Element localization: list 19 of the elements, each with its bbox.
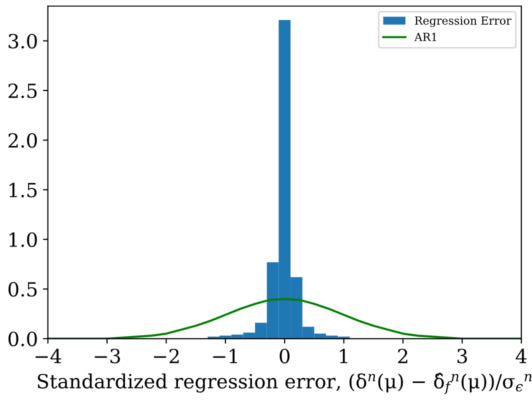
y-tick-label: 1.0 xyxy=(10,232,37,248)
y-tick-label: 0.5 xyxy=(8,282,37,297)
x-tick-label: −2 xyxy=(154,348,179,364)
x-tick-label: 2 xyxy=(398,348,408,364)
x-tick-label: −3 xyxy=(94,348,120,364)
legend-label: AR1 xyxy=(414,32,436,42)
x-tick-label: 0 xyxy=(280,348,290,364)
x-axis-title: Standardized regression error, (δ$^{n}$(μ) − δ̂$_{f}$$^{n}$(μ))/σ$_{ϵ}$$^{n}$ xyxy=(38,372,532,394)
x-tick-label: 1 xyxy=(340,348,348,364)
x-tick-label: −1 xyxy=(213,348,238,364)
y-tick-label: 3.0 xyxy=(8,34,37,49)
y-tick-label: 2.5 xyxy=(8,83,37,98)
x-tick-label: −4 xyxy=(36,348,62,364)
legend-label: Regression Error xyxy=(414,16,512,28)
y-tick-label: 0.0 xyxy=(8,332,37,346)
y-tick-label: 2.0 xyxy=(8,133,37,148)
y-tick-label: 1.5 xyxy=(10,182,37,198)
x-tick-label: 4 xyxy=(516,348,527,364)
x-tick-label: 3 xyxy=(457,348,467,364)
